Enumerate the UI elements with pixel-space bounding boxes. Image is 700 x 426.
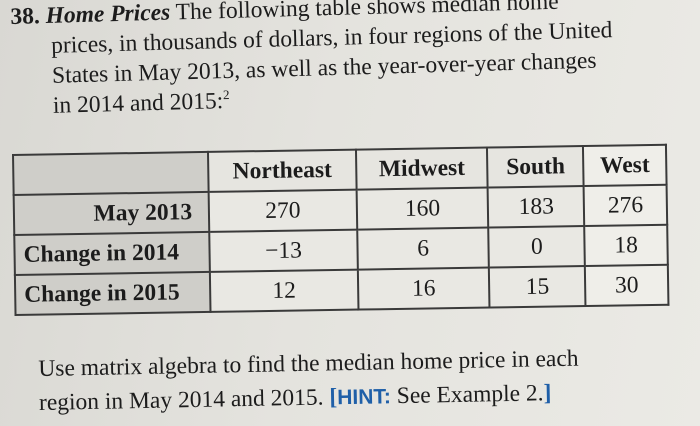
table-cell: 16 bbox=[357, 267, 490, 310]
hint-text: See Example 2. bbox=[390, 380, 544, 410]
table-cell: 12 bbox=[210, 269, 359, 312]
table-cell: −13 bbox=[209, 229, 358, 272]
hint-label: HINT: bbox=[336, 385, 392, 410]
table-cell: 30 bbox=[585, 264, 669, 307]
table-cell: 183 bbox=[488, 186, 585, 228]
row-header-change-2015: Change in 2015 bbox=[14, 271, 211, 315]
hint-close-bracket: ] bbox=[543, 380, 552, 407]
table-cell: 270 bbox=[208, 189, 358, 232]
table-cell: 6 bbox=[357, 227, 490, 270]
instruction-text: Use matrix algebra to find the median ho… bbox=[38, 340, 689, 421]
table-cell: 276 bbox=[583, 184, 668, 227]
column-header-south: South bbox=[487, 146, 584, 188]
home-price-table: Northeast Midwest South West May 2013 27… bbox=[12, 144, 669, 316]
table-cell: 18 bbox=[584, 224, 668, 267]
table-corner-cell bbox=[13, 151, 209, 195]
column-header-west: West bbox=[583, 144, 667, 187]
table-cell: 160 bbox=[356, 187, 489, 230]
row-header-may-2013: May 2013 bbox=[13, 191, 210, 235]
problem-text-4: in 2014 and 2015: bbox=[52, 88, 224, 119]
row-header-change-2014: Change in 2014 bbox=[14, 231, 211, 275]
footnote-mark: 2 bbox=[222, 86, 230, 103]
problem-topic: Home Prices bbox=[45, 0, 171, 30]
home-price-table-wrap: Northeast Midwest South West May 2013 27… bbox=[12, 144, 674, 316]
column-header-midwest: Midwest bbox=[355, 147, 489, 190]
column-header-northeast: Northeast bbox=[208, 149, 357, 192]
instruction-text-2: region in May 2014 and 2015. bbox=[38, 384, 324, 416]
problem-statement: 38. Home Prices The following table show… bbox=[10, 0, 683, 122]
table-cell: 0 bbox=[488, 226, 586, 268]
table-cell: 15 bbox=[489, 266, 586, 308]
problem-number: 38. bbox=[10, 3, 41, 30]
